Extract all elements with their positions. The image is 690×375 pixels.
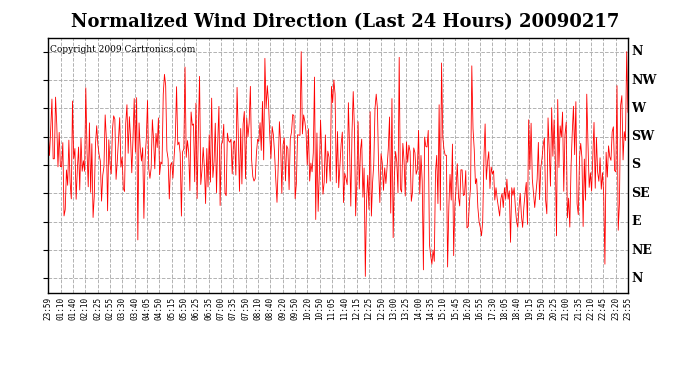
- Text: 10:50: 10:50: [315, 297, 324, 320]
- Text: Normalized Wind Direction (Last 24 Hours) 20090217: Normalized Wind Direction (Last 24 Hours…: [71, 13, 619, 31]
- Text: 16:55: 16:55: [475, 297, 484, 320]
- Text: 03:30: 03:30: [118, 297, 127, 320]
- Text: 15:10: 15:10: [438, 297, 447, 320]
- Text: N: N: [631, 45, 642, 58]
- Text: 14:35: 14:35: [426, 297, 435, 320]
- Text: Copyright 2009 Cartronics.com: Copyright 2009 Cartronics.com: [50, 45, 195, 54]
- Text: E: E: [631, 215, 640, 228]
- Text: 09:20: 09:20: [278, 297, 287, 320]
- Text: 12:15: 12:15: [352, 297, 361, 320]
- Text: SE: SE: [631, 187, 649, 200]
- Text: 14:00: 14:00: [414, 297, 423, 320]
- Text: 12:50: 12:50: [377, 297, 386, 320]
- Text: W: W: [631, 102, 645, 115]
- Text: 16:20: 16:20: [463, 297, 472, 320]
- Text: 11:05: 11:05: [328, 297, 337, 320]
- Text: 22:45: 22:45: [599, 297, 608, 320]
- Text: SW: SW: [631, 130, 654, 143]
- Text: 04:50: 04:50: [155, 297, 164, 320]
- Text: 07:50: 07:50: [241, 297, 250, 320]
- Text: 03:40: 03:40: [130, 297, 139, 320]
- Text: 01:10: 01:10: [56, 297, 65, 320]
- Text: 04:05: 04:05: [142, 297, 152, 320]
- Text: 02:10: 02:10: [81, 297, 90, 320]
- Text: 05:50: 05:50: [179, 297, 188, 320]
- Text: 21:00: 21:00: [562, 297, 571, 320]
- Text: 19:50: 19:50: [537, 297, 546, 320]
- Text: NE: NE: [631, 243, 652, 256]
- Text: 12:25: 12:25: [364, 297, 373, 320]
- Text: NW: NW: [631, 74, 656, 87]
- Text: 11:40: 11:40: [339, 297, 348, 320]
- Text: 23:20: 23:20: [611, 297, 620, 320]
- Text: 02:25: 02:25: [93, 297, 102, 320]
- Text: 17:30: 17:30: [488, 297, 497, 320]
- Text: 18:05: 18:05: [500, 297, 509, 320]
- Text: 05:15: 05:15: [167, 297, 176, 320]
- Text: 08:40: 08:40: [266, 297, 275, 320]
- Text: 06:35: 06:35: [204, 297, 213, 320]
- Text: 21:35: 21:35: [574, 297, 583, 320]
- Text: 07:00: 07:00: [217, 297, 226, 320]
- Text: 23:59: 23:59: [43, 297, 53, 320]
- Text: 02:55: 02:55: [106, 297, 115, 320]
- Text: 10:20: 10:20: [303, 297, 312, 320]
- Text: 01:40: 01:40: [68, 297, 77, 320]
- Text: 18:40: 18:40: [513, 297, 522, 320]
- Text: 13:25: 13:25: [402, 297, 411, 320]
- Text: 22:10: 22:10: [586, 297, 595, 320]
- Text: 15:45: 15:45: [451, 297, 460, 320]
- Text: 13:00: 13:00: [389, 297, 398, 320]
- Text: N: N: [631, 272, 642, 285]
- Text: 07:35: 07:35: [229, 297, 238, 320]
- Text: 20:25: 20:25: [549, 297, 558, 320]
- Text: 19:15: 19:15: [524, 297, 534, 320]
- Text: 08:10: 08:10: [253, 297, 262, 320]
- Text: 06:25: 06:25: [192, 297, 201, 320]
- Text: 23:55: 23:55: [623, 297, 633, 320]
- Text: 09:50: 09:50: [290, 297, 299, 320]
- Text: S: S: [631, 159, 640, 171]
